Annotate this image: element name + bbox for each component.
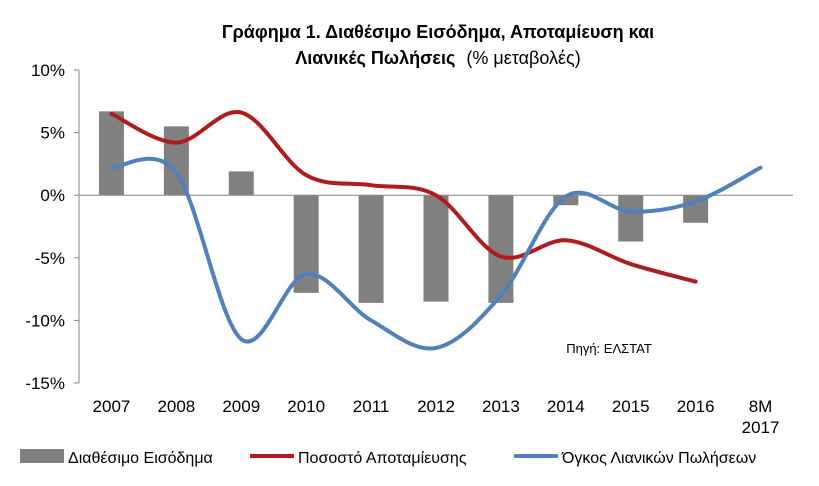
y-tick-label: 10% — [31, 61, 65, 80]
x-tick-label: 2009 — [222, 397, 260, 416]
bar-2015 — [618, 195, 644, 242]
x-tick-label: 2012 — [417, 397, 455, 416]
legend-swatch-bar — [20, 449, 64, 463]
series-line-2 — [109, 156, 763, 351]
x-tick-label: 8M 2017 — [742, 397, 780, 437]
chart-title-line2-bold: Λιανικές Πωλήσεις — [295, 48, 455, 68]
x-tick-label: 2015 — [612, 397, 650, 416]
x-tick-label: 2011 — [353, 397, 390, 416]
x-tick-label: 2008 — [157, 397, 195, 416]
legend-label: Ποσοστό Αποταμίευσης — [298, 450, 467, 467]
x-tick-label: 2013 — [482, 397, 520, 416]
y-tick-label: 5% — [40, 124, 65, 143]
legend: Διαθέσιμο Εισόδημα Ποσοστό Αποταμίευσης Όγ… — [20, 449, 756, 467]
lines-layer — [109, 110, 763, 351]
y-tick-label: -10% — [25, 311, 65, 330]
legend-label: Όγκος Λιανικών Πωλήσεων — [561, 450, 756, 467]
axes-layer: 10% 5% 0% -5% -10% -15% 2007 2008 2009 2010 2011 20… — [25, 61, 793, 437]
y-tick-label: -5% — [35, 249, 65, 268]
bar-2011 — [358, 195, 384, 303]
x-tick-label: 2014 — [547, 397, 585, 416]
series-line-1 — [109, 110, 698, 284]
bars-layer — [98, 111, 709, 303]
y-tick-label: -15% — [25, 374, 65, 393]
x-tick-label: 2007 — [93, 397, 131, 416]
bar-2009 — [228, 171, 254, 196]
chart-title-line1: Γράφημα 1. Διαθέσιμο Εισόδημα, Αποταμίευ… — [222, 22, 654, 42]
chart-title-line2: Λιανικές Πωλήσεις (% μεταβολές) — [295, 48, 580, 68]
x-tick-label: 2010 — [287, 397, 325, 416]
legend-label: Διαθέσιμο Εισόδημα — [68, 450, 213, 467]
chart-title-line2-normal: (% μεταβολές) — [466, 48, 580, 68]
bar-2007 — [98, 111, 124, 196]
y-tick-label: 0% — [40, 186, 65, 205]
bar-2014 — [553, 195, 579, 206]
source-note: Πηγή: ΕΛΣΤΑΤ — [566, 341, 652, 356]
x-tick-label: 2016 — [677, 397, 715, 416]
bar-2012 — [423, 195, 449, 302]
